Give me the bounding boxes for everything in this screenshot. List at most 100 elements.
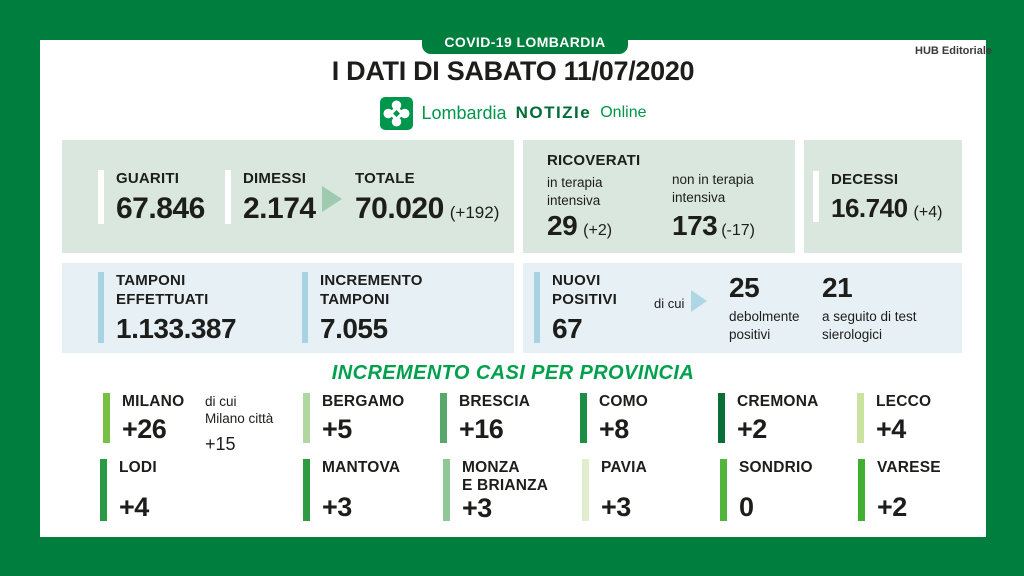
province-cell-lodi: LODI +4 [100, 459, 157, 521]
province-name: VARESE [877, 459, 941, 476]
test-sierologici-label: a seguito di test sierologici [822, 309, 917, 342]
province-value: +4 [876, 414, 906, 444]
totale-stat: TOTALE 70.020 (+192) [355, 170, 499, 224]
province-color-bar [857, 393, 864, 443]
guariti-value: 67.846 [116, 191, 205, 225]
arrow-right-icon [691, 290, 707, 312]
province-name: COMO [599, 393, 649, 410]
non-terapia-intensiva-stat: 173 (-17) [672, 212, 755, 240]
province-cell-mantova: MANTOVA +3 [303, 459, 400, 521]
nuovi-positivi-label: NUOVI POSITIVI [552, 272, 617, 308]
covid-lombardia-badge: COVID-19 LOMBARDIA [422, 29, 628, 54]
province-color-bar [440, 393, 447, 443]
guariti-stat: GUARITI 67.846 [98, 170, 205, 224]
tamponi-box: TAMPONI EFFETTUATI 1.133.387 INCREMENTO … [62, 263, 514, 353]
di-cui-label: di cui [654, 296, 685, 311]
badge-label: COVID-19 LOMBARDIA [444, 33, 606, 50]
province-color-bar [580, 393, 587, 443]
ricoverati-box: RICOVERATI in terapia intensiva 29 (+2) … [523, 140, 795, 253]
province-color-bar [858, 459, 865, 521]
logo-online-text: Online [600, 104, 647, 121]
hub-editoriale-label: HUB Editoriale [915, 45, 993, 57]
province-name: LODI [119, 459, 157, 476]
arrow-right-icon [322, 186, 342, 212]
province-cell-sondrio: SONDRIO 0 [720, 459, 813, 521]
nuovi-positivi-value: 67 [552, 312, 583, 344]
province-value: +26 [122, 414, 167, 444]
province-cell-bergamo: BERGAMO +5 [303, 393, 404, 443]
province-cell-cremona: CREMONA +2 [718, 393, 818, 443]
divider-bar [225, 170, 231, 224]
province-color-bar [720, 459, 727, 521]
province-color-bar [443, 459, 450, 521]
logo-notizie-text: NOTIZIe [515, 103, 592, 122]
province-color-bar [303, 459, 310, 521]
debolmente-positivi-label: debolmente positivi [729, 309, 800, 342]
nuovi-positivi-box: NUOVI POSITIVI 67 di cui 25 debolmente p… [523, 263, 962, 353]
incremento-tamponi-value: 7.055 [320, 312, 388, 344]
divider-bar [813, 171, 819, 222]
province-name: PAVIA [601, 459, 648, 476]
province-cell-como: COMO +8 [580, 393, 648, 443]
province-cell-brescia: BRESCIA +16 [440, 393, 530, 443]
province-value: 0 [739, 492, 754, 522]
province-color-bar [582, 459, 589, 521]
milano-citta-note: di cui Milano città +15 [205, 394, 273, 455]
rosa-camuna-icon [379, 96, 413, 130]
incremento-tamponi-label: INCREMENTO TAMPONI [320, 272, 423, 308]
totale-label: TOTALE [355, 170, 415, 187]
decessi-delta: (+4) [913, 203, 943, 221]
province-cell-milano: MILANO +26 [103, 393, 184, 443]
logo-region-text: Lombardia [421, 102, 507, 123]
divider-bar [302, 272, 308, 343]
milano-citta-value: +15 [205, 433, 236, 454]
province-color-bar [303, 393, 310, 443]
divider-bar [98, 272, 104, 343]
province-color-bar [100, 459, 107, 521]
milano-citta-label: di cui Milano città [205, 394, 274, 426]
totale-delta: (+192) [449, 202, 500, 222]
province-cell-monza-e-brianza: MONZA E BRIANZA +3 [443, 459, 548, 521]
province-name: LECCO [876, 393, 932, 410]
province-name: MONZA E BRIANZA [462, 459, 549, 494]
province-cell-pavia: PAVIA +3 [582, 459, 647, 521]
province-value: +3 [322, 492, 352, 522]
province-name: BERGAMO [322, 393, 405, 410]
province-name: MILANO [122, 393, 185, 410]
tamponi-value: 1.133.387 [116, 312, 237, 344]
test-sierologici-value: 21 [822, 272, 853, 303]
province-value: +2 [877, 492, 907, 522]
province-value: +2 [737, 414, 767, 444]
debolmente-positivi-value: 25 [729, 272, 760, 303]
dimessi-value: 2.174 [243, 191, 316, 225]
terapia-intensiva-label: in terapia intensiva [547, 175, 603, 208]
province-value: +8 [599, 414, 629, 444]
decessi-box: DECESSI 16.740 (+4) [804, 140, 962, 253]
province-value: +16 [459, 414, 504, 444]
non-terapia-intensiva-value: 173 [672, 210, 718, 241]
province-name: SONDRIO [739, 459, 813, 476]
test-sierologici-stat: 21 a seguito di test sierologici [822, 274, 917, 343]
totals-box: GUARITI 67.846 DIMESSI 2.174 TOTALE 70.0… [62, 140, 514, 253]
divider-bar [98, 170, 104, 224]
page-title: I DATI DI SABATO 11/07/2020 [331, 56, 695, 86]
dimessi-label: DIMESSI [243, 170, 307, 187]
province-name: MANTOVA [322, 459, 401, 476]
dimessi-stat: DIMESSI 2.174 [225, 170, 316, 224]
nuovi-positivi-stat: NUOVI POSITIVI 67 [534, 272, 617, 343]
debolmente-positivi-stat: 25 debolmente positivi [729, 274, 800, 343]
tamponi-label: TAMPONI EFFETTUATI [116, 272, 209, 308]
terapia-intensiva-delta: (+2) [583, 222, 613, 239]
guariti-label: GUARITI [116, 170, 180, 187]
incremento-tamponi-stat: INCREMENTO TAMPONI 7.055 [302, 272, 423, 343]
lombardia-notizie-logo: Lombardia NOTIZIe Online [40, 96, 986, 130]
province-section-heading: INCREMENTO CASI PER PROVINCIA [331, 362, 695, 384]
terapia-intensiva-stat: 29 (+2) [547, 212, 612, 240]
province-cell-varese: VARESE +2 [858, 459, 941, 521]
terapia-intensiva-value: 29 [547, 210, 578, 241]
province-value: +5 [322, 414, 352, 444]
province-cell-lecco: LECCO +4 [857, 393, 931, 443]
province-value: +3 [462, 492, 492, 523]
tamponi-stat: TAMPONI EFFETTUATI 1.133.387 [98, 272, 237, 344]
